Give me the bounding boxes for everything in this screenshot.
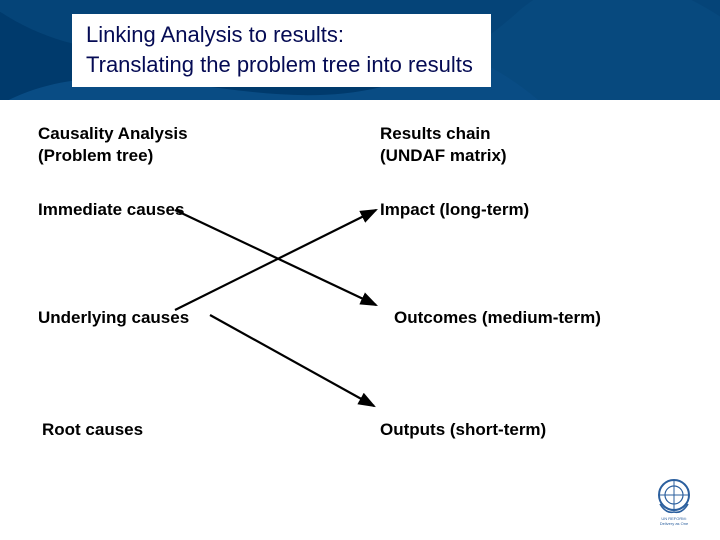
right-row-impact: Impact (long-term) [380,200,529,220]
right-row-outcomes: Outcomes (medium-term) [394,308,601,328]
slide-title-box: Linking Analysis to results: Translating… [72,14,491,87]
right-row-outputs: Outputs (short-term) [380,420,546,440]
slide-title-line1: Linking Analysis to results: [86,20,473,50]
left-heading-line1: Causality Analysis [38,124,188,144]
right-heading-line2: (UNDAF matrix) [380,146,507,166]
left-row-immediate: Immediate causes [38,200,184,220]
un-logo: UN REFORM: Delivery as One [646,470,702,526]
slide-content: Causality Analysis (Problem tree) Result… [0,100,720,540]
arrow-line [175,210,376,305]
arrow-line [175,210,376,310]
right-heading-line1: Results chain [380,124,491,144]
slide-header: Linking Analysis to results: Translating… [0,0,720,100]
arrow-line [210,315,374,406]
logo-text-bottom: Delivery as One [660,521,689,526]
left-row-root: Root causes [42,420,143,440]
slide-title-line2: Translating the problem tree into result… [86,50,473,80]
left-heading-line2: (Problem tree) [38,146,153,166]
left-row-underlying: Underlying causes [38,308,189,328]
